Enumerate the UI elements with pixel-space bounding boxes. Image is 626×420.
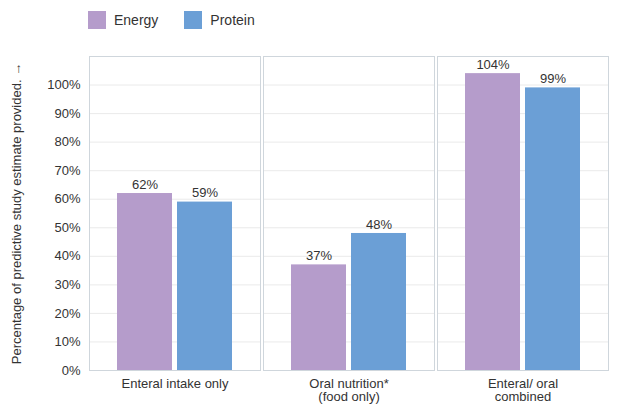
svg-text:99%: 99%	[540, 71, 566, 86]
svg-text:48%: 48%	[366, 217, 392, 232]
svg-text:70%: 70%	[54, 163, 80, 178]
svg-text:Oral nutrition*(food only): Oral nutrition*(food only)	[309, 376, 388, 404]
svg-text:62%: 62%	[132, 177, 158, 192]
svg-text:20%: 20%	[54, 306, 80, 321]
svg-text:Enteral/ oralcombined: Enteral/ oralcombined	[488, 376, 558, 404]
html-text:Energy: Energy	[114, 12, 159, 28]
svg-text:60%: 60%	[54, 191, 80, 206]
svg-text:Enteral intake only: Enteral intake only	[122, 376, 229, 391]
svg-text:100%: 100%	[47, 77, 81, 92]
svg-text:30%: 30%	[54, 277, 80, 292]
svg-text:80%: 80%	[54, 134, 80, 149]
svg-text:90%: 90%	[54, 106, 80, 121]
svg-text:10%: 10%	[54, 334, 80, 349]
html-text:Protein: Protein	[210, 12, 255, 28]
svg-text:50%: 50%	[54, 220, 80, 235]
svg-text:40%: 40%	[54, 248, 80, 263]
svg-text:37%: 37%	[306, 248, 332, 263]
svg-text:59%: 59%	[192, 185, 218, 200]
svg-text:Percentage of predictive study: Percentage of predictive study estimate …	[9, 63, 24, 364]
svg-text:104%: 104%	[476, 57, 510, 72]
svg-text:0%: 0%	[62, 363, 81, 378]
